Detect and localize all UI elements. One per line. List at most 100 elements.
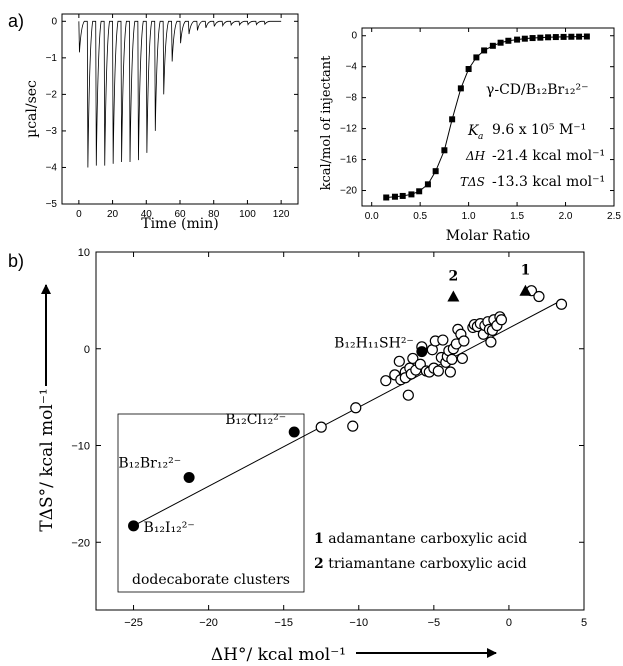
x-tick-label: 0 (76, 209, 82, 220)
x-tick-label: 40 (141, 209, 153, 220)
open-point (555, 298, 568, 310)
panel-label-b: b) (8, 251, 24, 271)
open-point (446, 353, 458, 365)
filled-point (128, 520, 140, 532)
legend-item-1: 1 adamantane carboxylic acid (314, 531, 527, 547)
open-point (347, 420, 359, 432)
y-tick-label: −4 (46, 162, 58, 173)
triangle-point (519, 284, 532, 296)
tds-label: TΔS (460, 175, 485, 189)
legend-item-2: 2 triamantane carboxylic acid (314, 556, 527, 572)
x-tick-label: −20 (199, 617, 218, 629)
data-point (568, 33, 575, 40)
isotherm-chart: 0.0 0.5 1.0 1.5 2.0 2.5 0 −4 −8 −12 −16 −20 Molar R… (319, 27, 621, 244)
itc-raw-chart: 0 20 40 60 80 100 120 0 −1 −2 −3 −4 −5 Time (min) µc… (24, 13, 299, 232)
enthalpy-entropy-chart: −25 −20 −15 −10 −5 0 5 10 0 −10 −20 dodecaborate c… (37, 247, 587, 665)
y-axis-label: µcal/sec (24, 80, 40, 138)
y-tick-label: −5 (46, 199, 58, 210)
triangle-points: 12 (447, 263, 532, 302)
y-tick-label: 0 (84, 344, 90, 356)
x-tick-label: 2.0 (559, 211, 573, 222)
triangle-label: 1 (521, 263, 531, 279)
x-tick-label: 60 (174, 209, 186, 220)
data-point (552, 34, 559, 41)
x-tick-label: 5 (581, 617, 587, 629)
data-point (545, 34, 552, 41)
dh-label: ΔH (465, 149, 486, 163)
inset-caption: dodecaborate clusters (132, 572, 290, 588)
open-circle-points (315, 285, 568, 433)
legend-item-2-number: 2 (314, 556, 324, 572)
open-point (437, 334, 449, 346)
axis-ticks: 0 20 40 60 80 100 120 0 −1 −2 −3 −4 −5 (46, 14, 298, 220)
point-label: B₁₂I₁₂²⁻ (144, 520, 195, 536)
data-point (514, 36, 521, 43)
data-points (383, 33, 590, 201)
y-axis-label: kcal/mol of injectant (319, 55, 334, 191)
point-label: B₁₂H₁₁SH²⁻ (334, 336, 414, 352)
filled-point (183, 471, 195, 483)
trend-line (133, 299, 562, 527)
plot-frame (95, 251, 585, 611)
open-point (380, 375, 392, 387)
x-tick-label: −15 (274, 617, 293, 629)
data-point (473, 54, 480, 61)
data-point (449, 116, 456, 123)
open-point (485, 336, 497, 348)
x-axis-label: Time (min) (141, 216, 219, 232)
triangle-label: 2 (448, 269, 458, 285)
data-point (399, 192, 406, 199)
data-point (416, 188, 423, 195)
open-point (402, 389, 414, 401)
data-point (408, 191, 415, 198)
x-tick-label: 2.5 (607, 211, 621, 222)
data-point (583, 33, 590, 40)
x-tick-label: 20 (107, 209, 119, 220)
open-point (350, 402, 362, 414)
x-tick-label: 0.0 (365, 211, 379, 222)
plot-frame (361, 27, 615, 207)
data-point (560, 33, 567, 40)
filled-point (416, 346, 428, 358)
y-tick-label: 10 (78, 247, 90, 259)
y-tick-label: −20 (71, 537, 90, 549)
data-point (383, 194, 390, 201)
open-point (458, 335, 470, 347)
data-point (465, 66, 472, 73)
data-point (537, 34, 544, 41)
x-axis-label: Molar Ratio (446, 228, 530, 244)
y-tick-label: −12 (340, 124, 357, 135)
legend-item-1-text: adamantane carboxylic acid (324, 531, 527, 547)
data-point (432, 168, 439, 175)
axis-ticks: 0.0 0.5 1.0 1.5 2.0 2.5 0 −4 −8 −12 −16 −20 (340, 28, 621, 222)
x-tick-label: 1.0 (462, 211, 476, 222)
cluster-inset-box (117, 413, 305, 593)
triangle-point (447, 290, 460, 302)
y-tick-label: −2 (46, 89, 58, 100)
data-point (424, 181, 431, 188)
data-point (391, 193, 398, 200)
x-tick-label: 1.5 (510, 211, 524, 222)
dh-value: -21.4 kcal mol⁻¹ (492, 148, 605, 164)
ka-value: 9.6 x 10⁵ M⁻¹ (492, 122, 586, 138)
x-tick-label: −25 (124, 617, 143, 629)
open-point (407, 352, 419, 365)
panel-label-a: a) (8, 11, 24, 31)
y-tick-label: −1 (46, 53, 58, 64)
data-point (457, 85, 464, 92)
filled-point (288, 426, 300, 438)
y-tick-label: −4 (346, 62, 358, 73)
x-tick-label: 100 (239, 209, 256, 220)
filled-circle-points: B₁₂I₁₂²⁻ B₁₂Br₁₂²⁻ B₁₂Cl₁₂²⁻ B₁₂H₁₁SH²⁻ (118, 336, 428, 536)
x-tick-label: 0.5 (413, 211, 427, 222)
legend-item-1-number: 1 (314, 531, 324, 547)
x-axis-label: ΔH°/ kcal mol⁻¹ (211, 645, 346, 665)
ka-subscript: a (478, 132, 483, 142)
x-tick-label: −10 (349, 617, 368, 629)
tds-value: -13.3 kcal mol⁻¹ (492, 174, 605, 190)
y-tick-label: −10 (71, 441, 90, 453)
axis-ticks: −25 −20 −15 −10 −5 0 5 10 0 −10 −20 (71, 247, 587, 629)
data-point (576, 33, 583, 40)
open-point (315, 421, 327, 433)
